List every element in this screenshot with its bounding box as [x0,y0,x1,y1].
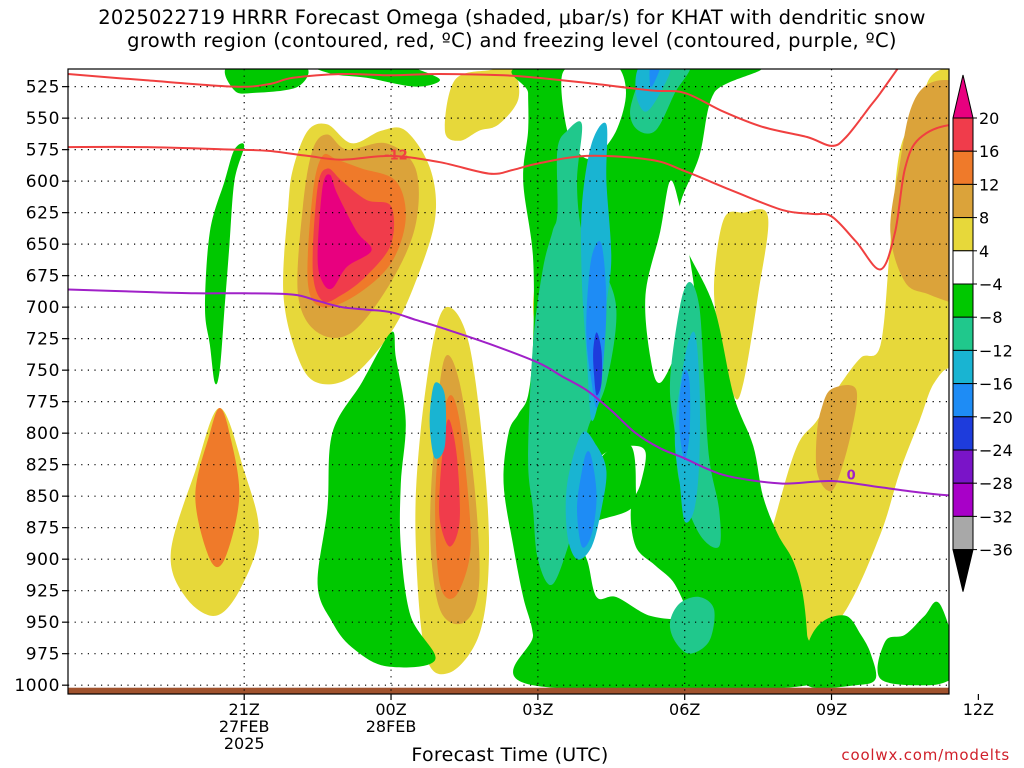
contour-label-freezing-level: 0 [847,469,856,484]
colorbar-label-12: −32 [979,507,1013,526]
plot-frame [67,68,950,695]
y-tick-label-1000: 1000 [14,676,60,696]
omega-region-34 [429,382,447,459]
omega-region-10 [439,419,460,547]
y-tick-label-725: 725 [26,330,60,350]
x-tick-label-17-0: 12Z [963,700,994,719]
colorbar-seg-2 [952,150,974,185]
temperature-contours: -12 0 [68,69,949,497]
y-axis: 525 550 575 600 625 650 675 700 725 750 775 800 825 8… [14,78,68,696]
colorbar-label-1: 16 [979,142,999,161]
omega-region-12 [444,69,520,141]
colorbar-bottom-triangle [952,549,974,592]
ground-strip [68,687,949,694]
chart-title-line2: growth region (contoured, red, ºC) and f… [127,29,897,52]
colorbar-seg-7 [952,316,974,351]
y-tick-label-975: 975 [26,645,60,665]
y-tick-label-825: 825 [26,456,60,476]
omega-region-38 [679,369,691,459]
colorbar-label-4: 4 [979,242,989,261]
omega-region-1 [195,408,240,568]
x-tick-label-14-0: 09Z [816,700,847,719]
omega-region-42 [993,596,1024,691]
colorbar-label-8: −16 [979,375,1013,394]
y-tick-label-850: 850 [26,487,60,507]
colorbar-seg-13 [952,515,974,551]
omega-region-28 [669,596,715,654]
y-tick-label-750: 750 [26,361,60,381]
colorbar-label-0: 20 [979,109,999,128]
colorbar-label-3: 8 [979,209,989,228]
chart-title: 2025022719 HRRR Forecast Omega (shaded, … [0,6,1024,52]
y-tick-label-525: 525 [26,78,60,98]
contour-dendritic-top [68,69,899,147]
omega-region-41 [877,601,949,686]
colorbar-label-9: −20 [979,408,1013,427]
colorbar-seg-10 [952,416,974,451]
y-tick-label-550: 550 [26,109,60,129]
colorbar: 20 16 12 8 4 −4 −8 −12 −16 −20 −24 −28 −32 −36 [952,74,1013,592]
x-axis-title: Forecast Time (UTC) [411,744,609,766]
contour-label-dendritic-bottom: -12 [384,149,408,164]
colorbar-seg-6 [952,283,974,318]
y-tick-label-650: 650 [26,235,60,255]
omega-region-25 [528,121,617,586]
colorbar-seg-9 [952,383,974,418]
omega-region-17 [205,143,245,385]
omega-region-6 [317,174,372,290]
x-tick-label-2-2: 2025 [224,734,265,753]
x-tick-label-8-0: 03Z [522,700,553,719]
omega-region-16 [815,384,858,492]
y-tick-label-775: 775 [26,393,60,413]
x-tick-label-2-0: 21Z [229,700,260,719]
y-tick-label-925: 925 [26,582,60,602]
colorbar-label-11: −28 [979,474,1013,493]
colorbar-top-triangle [952,74,974,119]
colorbar-label-10: −24 [979,441,1013,460]
colorbar-seg-4 [952,217,974,252]
contour-dendritic-bottom [68,124,949,271]
x-tick-label-5-1: 28FEB [366,717,417,736]
omega-region-13 [713,209,769,400]
colorbar-seg-8 [952,349,974,385]
y-tick-label-700: 700 [26,298,60,318]
colorbar-label-5: −4 [979,275,1003,294]
colorbar-label-13: −36 [979,541,1013,560]
contour-freezing-level [68,288,949,497]
chart-title-line1: 2025022719 HRRR Forecast Omega (shaded, … [98,6,926,29]
colorbar-seg-5 [952,250,974,285]
colorbar-label-7: −12 [979,341,1013,360]
x-tick-label-2-1: 27FEB [219,717,270,736]
y-tick-label-625: 625 [26,204,60,224]
x-tick-label-11-0: 06Z [669,700,700,719]
colorbar-label-6: −8 [979,308,1003,327]
y-tick-label-800: 800 [26,424,60,444]
omega-region-37 [649,69,660,88]
y-tick-label-600: 600 [26,172,60,192]
omega-region-39 [593,332,603,396]
omega-region-40 [802,615,877,689]
omega-region-36 [577,451,597,548]
y-tick-label-900: 900 [26,550,60,570]
y-tick-label-950: 950 [26,613,60,633]
colorbar-seg-11 [952,449,974,484]
x-tick-label-5-0: 00Z [375,700,406,719]
omega-region-15 [890,80,949,302]
y-tick-label-675: 675 [26,267,60,287]
colorbar-label-2: 12 [979,175,999,194]
omega-shading [68,69,1024,694]
credit-text: coolwx.com/modelts [841,746,1010,764]
colorbar-seg-1 [952,117,974,152]
colorbar-seg-3 [952,183,974,219]
colorbar-seg-12 [952,482,974,517]
y-tick-label-575: 575 [26,141,60,161]
y-tick-label-875: 875 [26,519,60,539]
omega-region-20 [317,331,436,668]
